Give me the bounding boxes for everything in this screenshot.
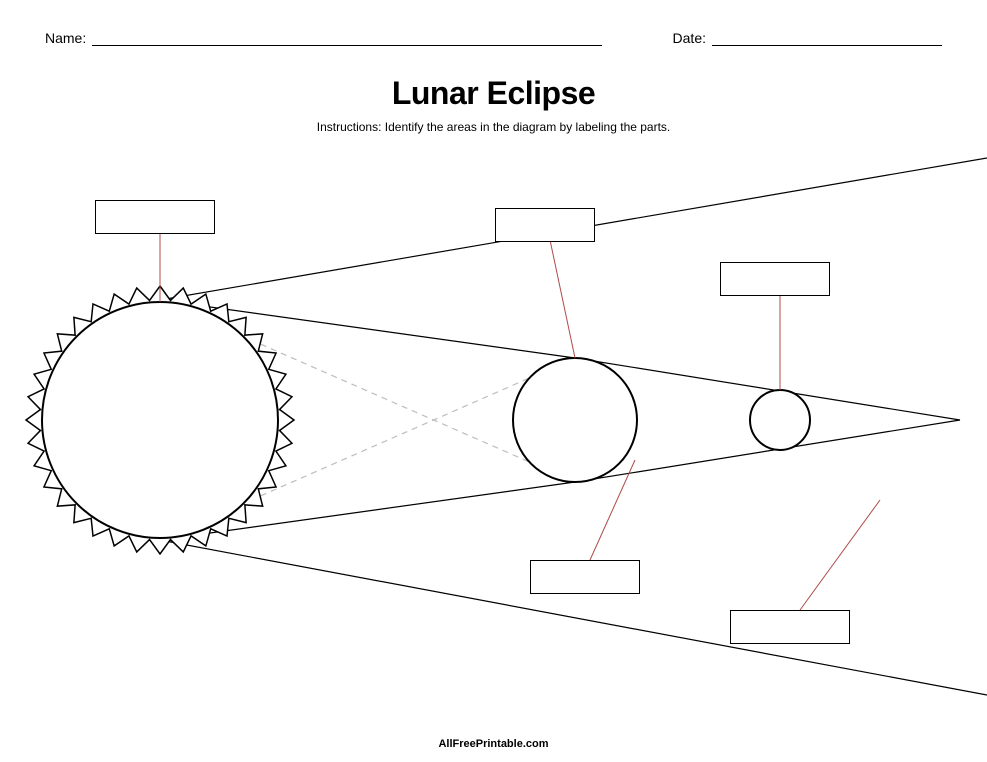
label-box[interactable] — [495, 208, 595, 242]
date-label: Date: — [673, 30, 706, 46]
header-row: Name: Date: — [45, 30, 942, 46]
eclipse-diagram — [0, 150, 987, 710]
name-field: Name: — [45, 30, 602, 46]
label-box[interactable] — [730, 610, 850, 644]
date-line[interactable] — [712, 30, 942, 46]
instructions-text: Instructions: Identify the areas in the … — [0, 120, 987, 134]
name-label: Name: — [45, 30, 86, 46]
name-line[interactable] — [92, 30, 602, 46]
label-box[interactable] — [95, 200, 215, 234]
label-box[interactable] — [530, 560, 640, 594]
footer-credit: AllFreePrintable.com — [0, 738, 987, 750]
label-box[interactable] — [720, 262, 830, 296]
page-title: Lunar Eclipse — [0, 75, 987, 112]
date-field: Date: — [673, 30, 942, 46]
